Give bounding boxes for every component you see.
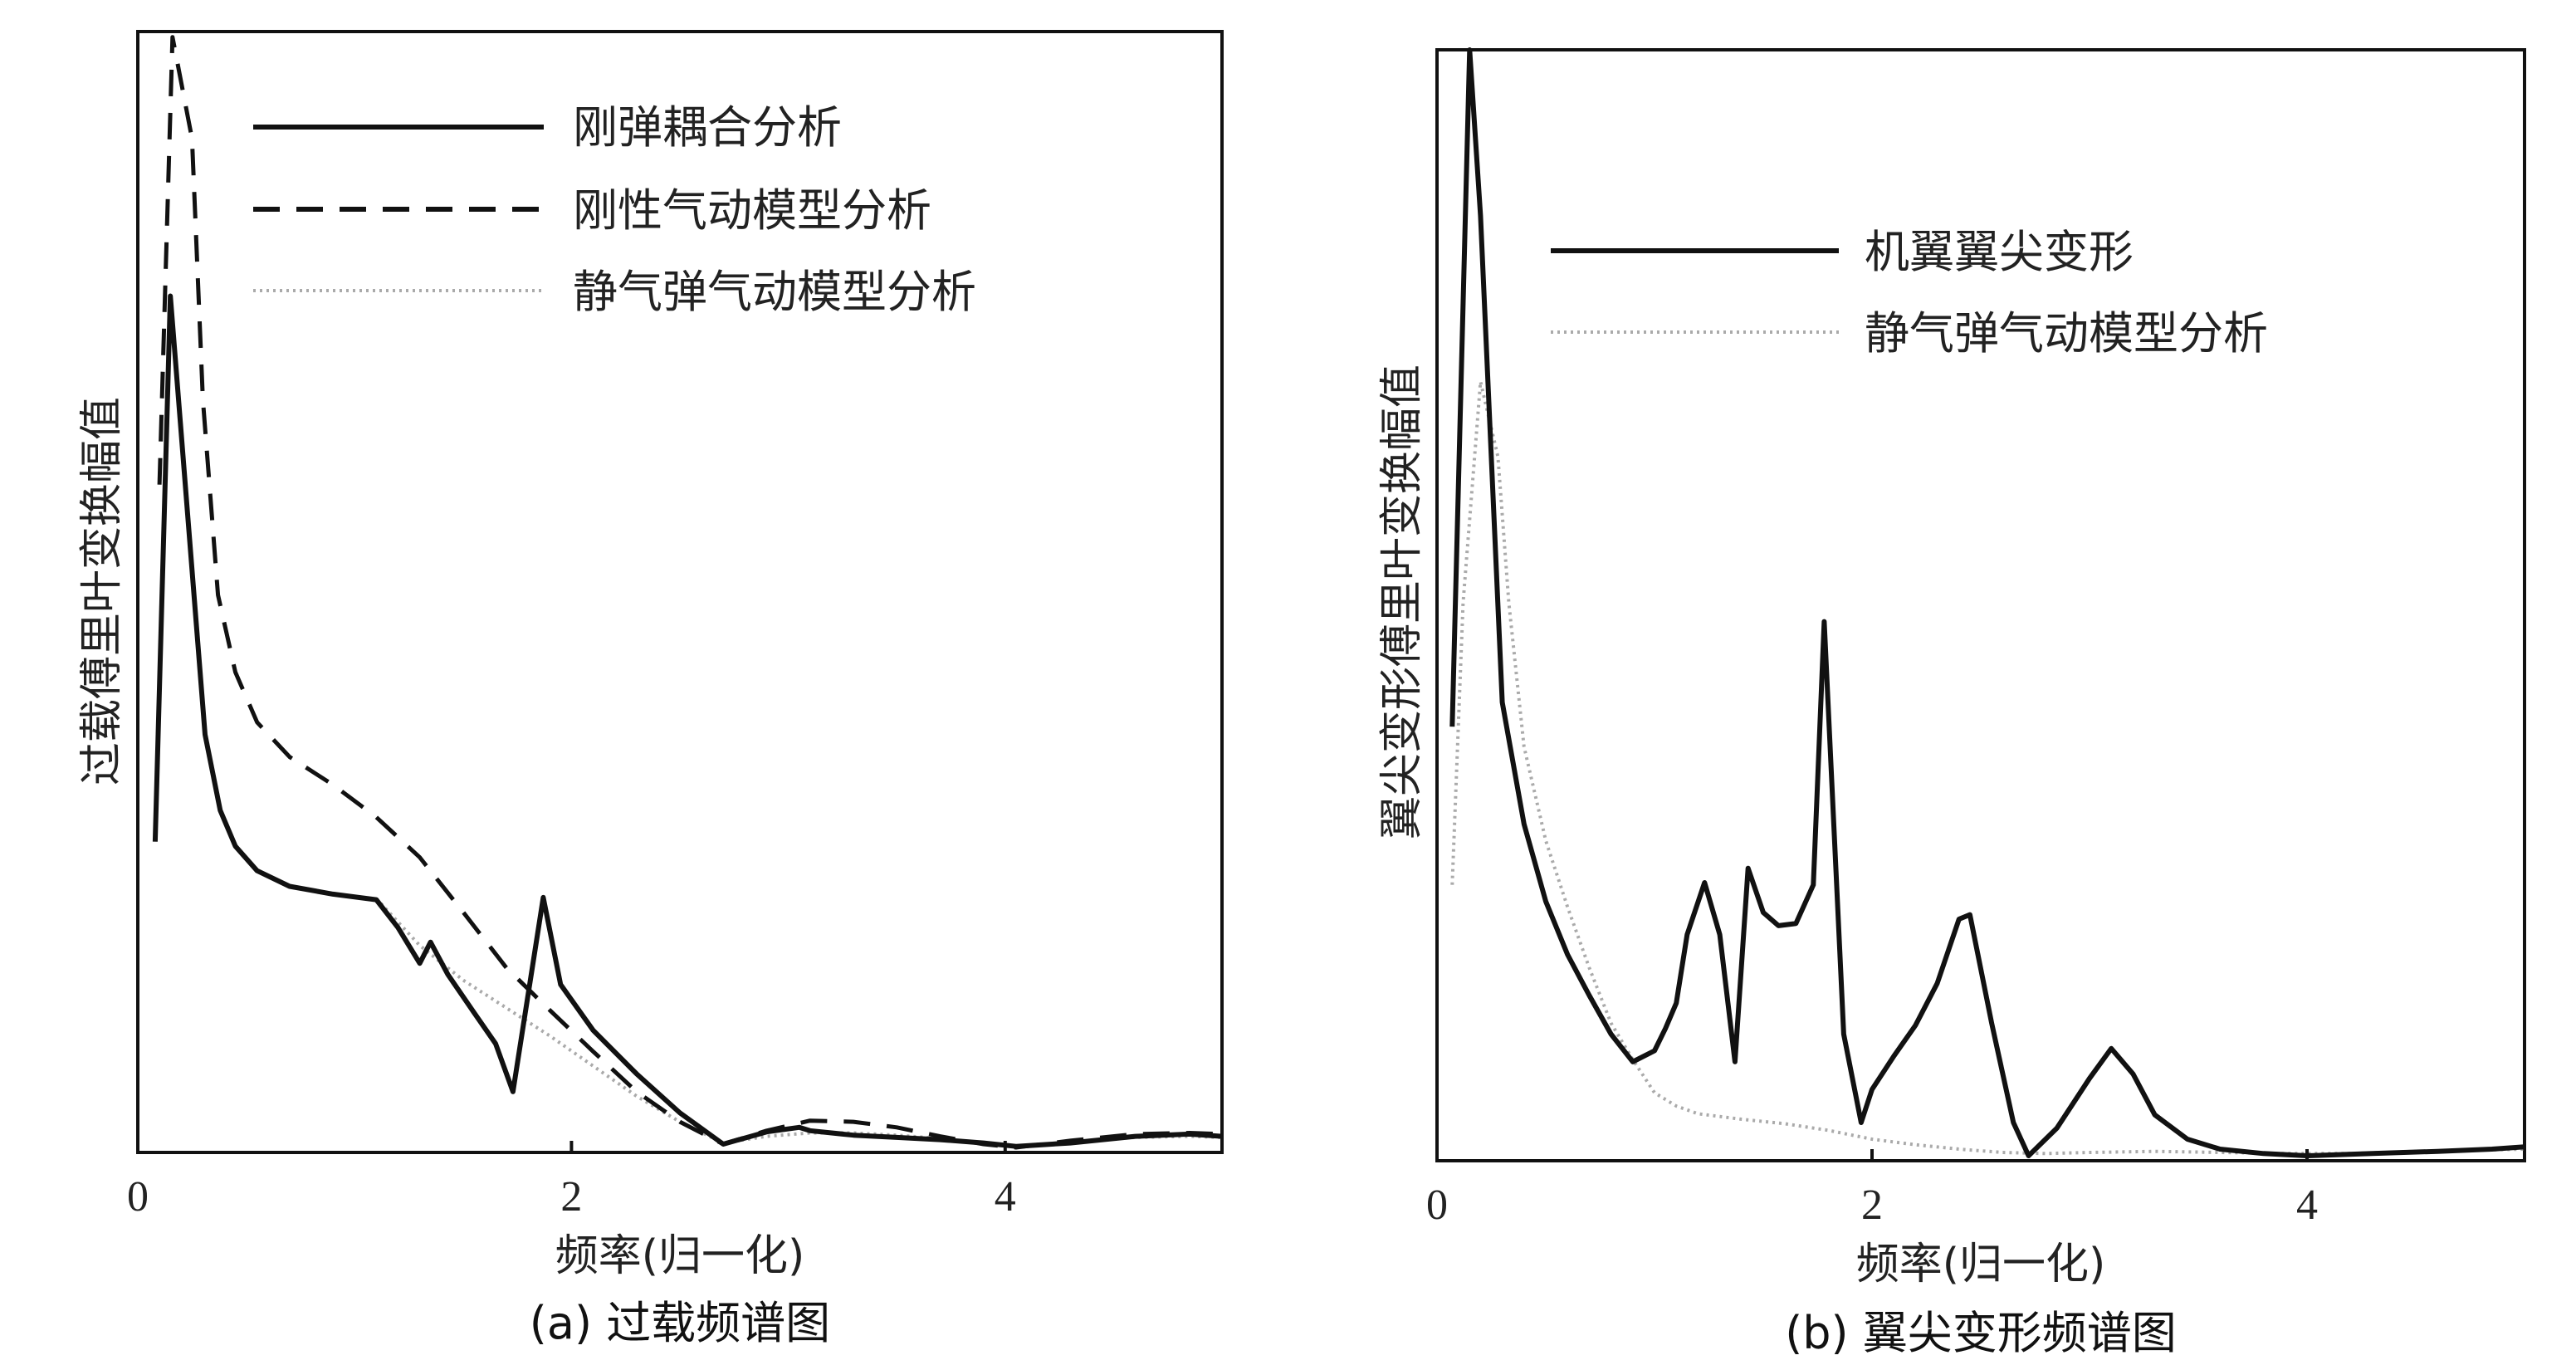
legend-label: 机翼翼尖变形 [1865, 226, 2134, 278]
legend-label: 刚性气动模型分析 [573, 184, 931, 237]
x-tick-label: 2 [1861, 1182, 1883, 1229]
x-axis-title-a: 频率(归一化) [555, 1231, 805, 1281]
legend-label: 静气弹气动模型分析 [573, 266, 976, 318]
series-line-dotted [374, 897, 1223, 1148]
x-axis-title-b: 频率(归一化) [1856, 1240, 2106, 1289]
legend-b: 机翼翼尖变形 静气弹气动模型分析 [1551, 226, 2268, 360]
x-tick-label: 4 [995, 1173, 1016, 1221]
chart-panel-b: 0 2 4 机翼翼尖变形 静气弹气动模型分析 翼尖变形傅里叶变换幅值 频率(归一化)… [1377, 47, 2526, 1359]
y-axis-title-a: 过载傅里叶变换幅值 [77, 397, 127, 785]
series-line-dotted [1450, 379, 2525, 1156]
series-line-solid [152, 293, 1223, 1149]
series-group-b [1449, 47, 2525, 1158]
legend-a: 刚弹耦合分析 刚性气动模型分析 静气弹气动模型分析 [253, 101, 976, 318]
y-axis-title-b: 翼尖变形傅里叶变换幅值 [1377, 364, 1427, 839]
chart-caption-b: (b) 翼尖变形频谱图 [1785, 1307, 2177, 1359]
series-line-solid [1449, 47, 2525, 1158]
x-tick-label: 0 [1426, 1182, 1448, 1229]
chart-caption-a: (a) 过载频谱图 [530, 1297, 830, 1349]
x-tick-group-b: 0 2 4 [1426, 1149, 2318, 1229]
x-tick-group-a: 0 2 4 [127, 1141, 1016, 1221]
x-tick-label: 2 [560, 1173, 582, 1221]
plot-frame-a [136, 30, 1224, 1154]
x-tick-label: 0 [127, 1173, 149, 1221]
legend-label: 静气弹气动模型分析 [1865, 307, 2268, 360]
legend-label: 刚弹耦合分析 [573, 101, 842, 154]
series-group-a [152, 35, 1223, 1150]
plot-frame-b [1435, 48, 2526, 1162]
x-tick-label: 4 [2296, 1182, 2318, 1229]
